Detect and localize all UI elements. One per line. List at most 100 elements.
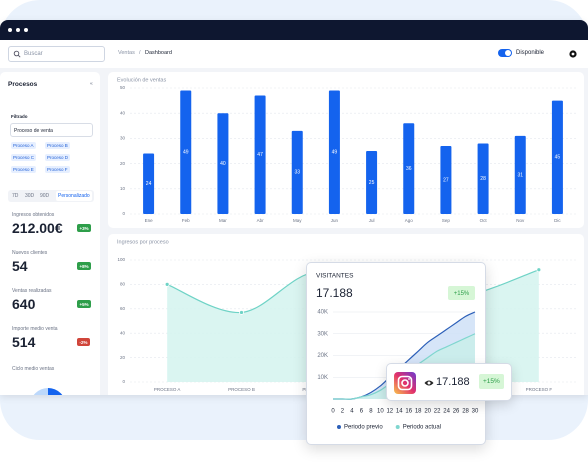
tag[interactable]: Proceso C	[11, 154, 37, 161]
kpi-list: Ingresos obtenidos 212.00€ +3% Nuevos clien…	[0, 72, 100, 395]
y-tick-label: 80	[120, 282, 126, 287]
bar-value-label: 36	[406, 166, 412, 172]
y-tick-label: 10K	[317, 375, 328, 381]
bar-value-label: 27	[443, 177, 449, 183]
range-selector: 7D 30D 90D Personalizado	[8, 190, 94, 202]
x-tick-label: 2	[341, 409, 345, 415]
select-value: Proceso de venta	[14, 127, 53, 134]
y-tick-label: 40	[120, 330, 126, 335]
x-tick-label: Feb	[182, 218, 190, 223]
x-tick-label: 4	[350, 409, 354, 415]
x-tick-label: Oct	[480, 218, 488, 223]
x-tick-label: 6	[360, 409, 364, 415]
bar	[143, 153, 155, 214]
badge-bg	[448, 286, 475, 300]
legend-label: Periodo previo	[344, 425, 383, 431]
chart: Evolución de ventas 0 10 20 30 40 50 24 Ene 49 Feb…	[117, 77, 576, 223]
tag[interactable]: Proceso D	[45, 154, 71, 161]
bar	[254, 95, 266, 214]
breadcrumb-separator: /	[139, 50, 141, 56]
bar	[477, 143, 489, 214]
app-window: Buscar Ventas / Dashboard Disponible Pro…	[0, 20, 588, 395]
headline: 17.188	[316, 286, 353, 300]
y-tick-label: 40	[120, 110, 126, 115]
kpi-label: Ventas realizadas	[12, 288, 52, 294]
x-tick-label: 8	[369, 409, 373, 415]
y-tick-label: 10	[120, 186, 126, 191]
toggle-knob	[505, 50, 511, 56]
instagram-icon	[394, 372, 416, 394]
sidebar-title: Procesos	[8, 81, 38, 88]
tag[interactable]: Proceso F	[45, 166, 70, 173]
bar	[514, 135, 526, 214]
bar	[440, 145, 452, 214]
kpi-badge: +8%	[77, 262, 92, 270]
chart-title: Evolución de ventas	[117, 77, 166, 83]
x-tick-label: Ene	[145, 218, 154, 223]
bar-value-label: 25	[369, 180, 375, 186]
collapse-icon[interactable]: «	[90, 81, 93, 87]
search-icon	[13, 50, 21, 58]
kpi-badge: -2%	[77, 338, 91, 346]
kpi-badge: +5%	[77, 300, 92, 308]
bar-value-label: 33	[294, 170, 300, 176]
eye-icon	[424, 380, 434, 386]
x-tick-label: Nov	[516, 218, 525, 223]
kpi-label: Nuevos clientes	[12, 250, 48, 256]
bar-value-label: 40	[220, 161, 226, 167]
bar	[180, 90, 192, 214]
range-option[interactable]: 30D	[25, 193, 35, 199]
window-dot	[16, 28, 20, 32]
pie	[33, 388, 63, 395]
x-tick-label: 16	[405, 409, 412, 415]
kpi-value: 54	[12, 258, 28, 274]
tag[interactable]: Proceso E	[11, 166, 36, 173]
chart-title: VISITANTES	[316, 273, 354, 280]
pie-label: Ciclo medio ventas	[12, 366, 55, 372]
breadcrumb[interactable]: Ventas	[118, 50, 135, 56]
bar	[291, 130, 303, 214]
header: Buscar Ventas / Dashboard Disponible	[0, 40, 588, 68]
instagram-value: 17.188	[436, 376, 470, 388]
kpi-value: 514	[12, 334, 36, 350]
sales-card: Evolución de ventas 0 10 20 30 40 50 24 Ene 49 Feb…	[108, 72, 584, 228]
status-label: Disponible	[516, 50, 545, 56]
x-tick-label: 28	[462, 409, 469, 415]
marker	[239, 310, 244, 315]
bar-value-label: 31	[517, 172, 523, 178]
x-tick-label: Jul	[369, 218, 375, 223]
x-tick-label: 10	[377, 409, 384, 415]
bar-value-label: 24	[146, 181, 152, 187]
bar	[403, 123, 415, 214]
kpi-label: Ingresos obtenidos	[12, 212, 55, 218]
range-option[interactable]: 90D	[40, 193, 50, 199]
y-tick-label: 0	[122, 211, 125, 216]
instagram-card: 17.188 +15%	[386, 363, 512, 401]
search-box[interactable]: Buscar	[8, 46, 105, 62]
y-tick-label: 20	[120, 355, 126, 360]
range-option[interactable]: Personalizado	[56, 191, 92, 201]
kpi-value: 640	[12, 296, 36, 312]
instagram-badge: +15%	[479, 374, 504, 389]
x-tick-label: PROCESO F	[526, 387, 553, 392]
visitors-card: VISITANTES 10K 20K 30K 40K 0 2 4 6 8 10 12 14 16 18 20 2…	[306, 262, 486, 445]
kpi-value: 212.00€	[12, 220, 63, 236]
filter-label: Filtrado	[11, 114, 28, 119]
select[interactable]: Proceso de venta	[10, 123, 93, 137]
range-option[interactable]: 7D	[12, 193, 19, 199]
x-tick-label: PROCESO A	[154, 387, 181, 392]
kpi-label: Importe medio venta	[12, 326, 58, 332]
x-tick-label: 26	[453, 409, 460, 415]
bar	[551, 100, 563, 214]
x-tick-label: Dic	[554, 218, 561, 223]
x-tick-label: PROCESO B	[228, 387, 255, 392]
legend-swatch	[337, 425, 341, 429]
bar	[366, 151, 378, 214]
settings-icon[interactable]	[568, 49, 578, 59]
x-tick-label: Sep	[442, 218, 451, 223]
breadcrumb: Dashboard	[145, 50, 172, 56]
x-tick-label: 14	[396, 409, 403, 415]
tag[interactable]: Proceso B	[45, 142, 70, 149]
toggle[interactable]	[498, 49, 512, 57]
tag[interactable]: Proceso A	[11, 142, 36, 149]
